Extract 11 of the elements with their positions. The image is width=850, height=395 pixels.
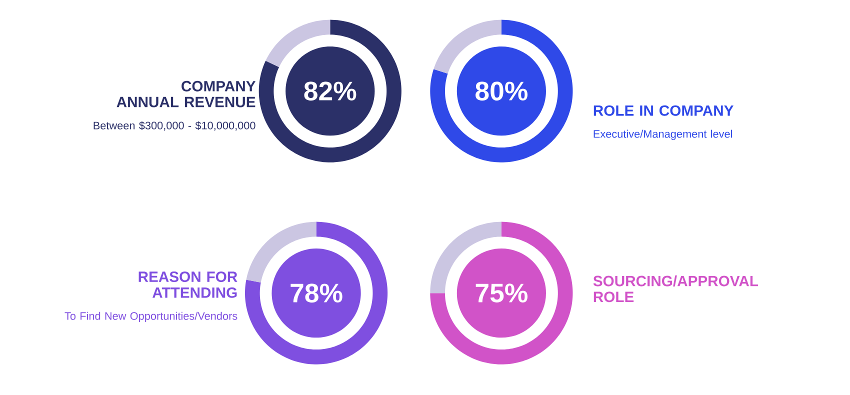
text: REASON FOR ATTENDING	[138, 271, 238, 298]
data-label: 82%	[304, 82, 356, 101]
text: COMPANY ANNUAL REVENUE	[116, 80, 256, 108]
data-label: 75%	[476, 284, 528, 302]
text: SOURCING/APPROVAL ROLE	[593, 275, 758, 302]
text: ROLE IN COMPANY	[594, 105, 734, 116]
data-label: 80%	[476, 82, 528, 101]
text: Between $300,000 - $10,000,000	[94, 121, 256, 131]
data-label: 78%	[290, 284, 342, 303]
text: To Find New Opportunities/Vendors	[64, 312, 238, 322]
text: Executive/Management level	[594, 130, 732, 140]
